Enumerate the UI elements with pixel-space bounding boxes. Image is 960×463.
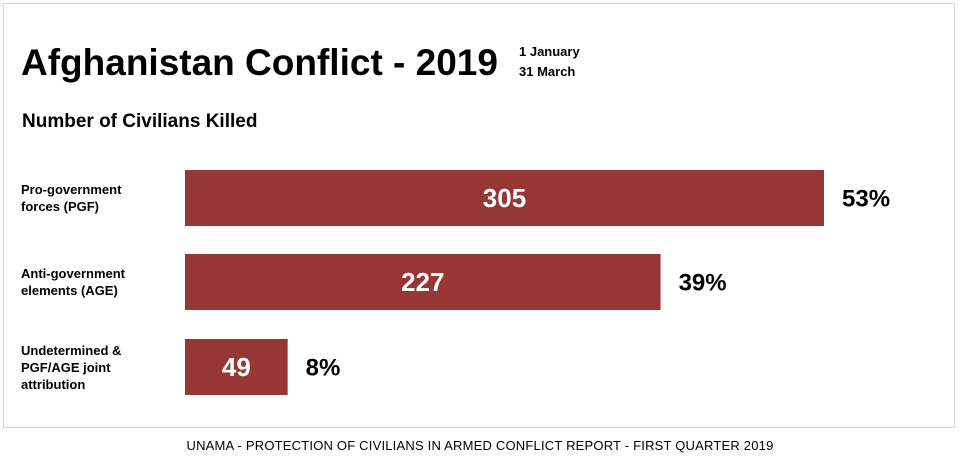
chart-title: Afghanistan Conflict - 2019 xyxy=(21,42,498,83)
value-label: 305 xyxy=(483,183,526,213)
share-label: 8% xyxy=(306,355,341,382)
source-note: UNAMA - PROTECTION OF CIVILIANS IN ARMED… xyxy=(186,438,774,453)
category-label: Pro-government forces (PGF) xyxy=(21,182,122,214)
bar xyxy=(185,339,288,395)
value-label: 49 xyxy=(222,352,251,382)
date-line: 1 January xyxy=(519,44,580,59)
share-label: 39% xyxy=(679,270,727,297)
date-line: 31 March xyxy=(519,64,576,79)
category-label: Anti-government elements (AGE) xyxy=(21,266,125,298)
card xyxy=(3,3,955,428)
value-label: 227 xyxy=(401,267,444,297)
category-label: Undetermined & PGF/AGE joint attribution xyxy=(21,342,122,392)
bar xyxy=(185,170,824,226)
bar xyxy=(185,254,661,310)
chart-subtitle: Number of Civilians Killed xyxy=(22,111,258,132)
share-label: 53% xyxy=(842,186,890,213)
